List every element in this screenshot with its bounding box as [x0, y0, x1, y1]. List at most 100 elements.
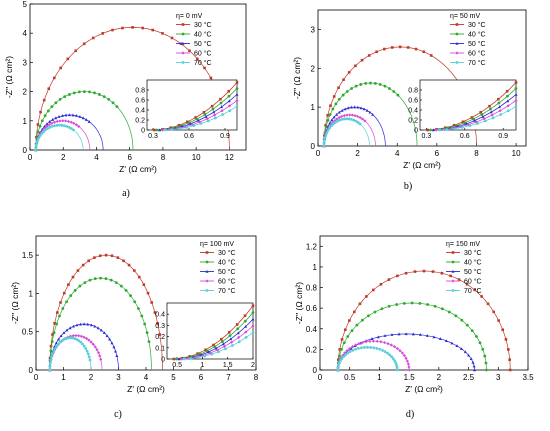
- data-point-0: [396, 274, 399, 278]
- legend-entry: 40 °C: [218, 259, 236, 267]
- data-point-1: [426, 303, 429, 306]
- legend-title: η= 0 mV: [176, 13, 203, 20]
- data-point-4: [324, 133, 328, 137]
- data-point-1: [454, 314, 458, 318]
- x-tick-label: 0.5: [344, 373, 356, 382]
- data-point-inset-1: [205, 349, 209, 353]
- data-point-0: [354, 64, 357, 68]
- data-point-4: [87, 355, 91, 359]
- inset-y-tick-label: 0.8: [135, 88, 145, 95]
- data-point-inset-0: [172, 357, 176, 361]
- data-point-2: [82, 322, 86, 326]
- data-point-3: [375, 339, 379, 343]
- data-point-1: [50, 105, 54, 109]
- plot-frame: [319, 235, 529, 371]
- data-point-inset-0: [220, 337, 223, 341]
- data-point-inset-0: [497, 97, 500, 101]
- data-point-1: [481, 347, 485, 351]
- y-tick-label: 1: [23, 117, 28, 126]
- data-point-inset-0: [227, 90, 231, 93]
- data-point-4: [60, 339, 64, 343]
- fit-line-2: [337, 333, 475, 371]
- data-point-inset-4: [499, 113, 503, 116]
- data-point-1: [342, 341, 346, 345]
- data-point-1: [359, 83, 363, 86]
- data-point-3: [95, 348, 99, 352]
- data-point-inset-1: [155, 128, 159, 132]
- data-point-3: [364, 340, 368, 344]
- data-point-0: [133, 269, 136, 272]
- data-point-3: [64, 119, 68, 123]
- data-point-4: [395, 366, 399, 370]
- data-point-4: [40, 131, 44, 135]
- data-point-1: [440, 307, 444, 311]
- data-point-4: [56, 342, 60, 346]
- data-point-1: [104, 277, 108, 281]
- data-point-0: [404, 271, 408, 275]
- data-point-legend-3: [451, 279, 455, 283]
- data-point-0: [111, 28, 114, 32]
- data-point-1: [93, 91, 96, 95]
- data-point-3: [371, 339, 376, 343]
- data-point-legend-2: [181, 41, 185, 45]
- data-point-inset-4: [185, 125, 189, 129]
- data-point-4: [46, 127, 50, 130]
- data-point-4: [50, 124, 54, 128]
- data-point-inset-2: [235, 92, 239, 96]
- data-point-1: [129, 294, 132, 298]
- data-point-1: [470, 329, 474, 333]
- data-point-0: [504, 338, 508, 341]
- data-point-3: [405, 359, 409, 363]
- data-point-2: [455, 344, 459, 348]
- y-tick-label: 3: [311, 25, 316, 34]
- data-point-3: [360, 340, 365, 345]
- data-point-inset-3: [160, 128, 164, 132]
- legend-entry: 70 °C: [194, 59, 212, 67]
- data-point-inset-1: [506, 94, 509, 98]
- inset-x-tick-label: 1.5: [223, 362, 233, 369]
- data-point-inset-0: [444, 126, 447, 129]
- data-point-inset-4: [476, 122, 479, 125]
- data-point-2: [93, 324, 97, 328]
- data-point-1: [83, 90, 86, 93]
- data-point-3: [350, 113, 354, 117]
- data-point-inset-1: [463, 121, 467, 125]
- data-point-1: [387, 304, 391, 308]
- data-point-2: [96, 326, 100, 330]
- data-point-0: [71, 275, 75, 279]
- data-point-0: [449, 274, 452, 278]
- x-tick-label: 7: [226, 373, 231, 382]
- data-point-inset-4: [203, 354, 207, 358]
- data-point-inset-2: [489, 110, 493, 114]
- data-point-0: [151, 28, 155, 32]
- data-point-1: [373, 81, 377, 85]
- data-point-1: [73, 289, 77, 292]
- data-point-0: [372, 288, 375, 292]
- data-point-2: [432, 335, 436, 339]
- data-point-3: [47, 123, 51, 127]
- data-point-0: [82, 42, 86, 46]
- fit-line-0: [49, 254, 163, 371]
- data-point-2: [330, 118, 334, 122]
- data-point-3: [69, 120, 73, 124]
- x-axis-label: Z' (Ω cm²): [405, 384, 443, 394]
- data-point-4: [342, 355, 345, 359]
- data-point-inset-1: [251, 311, 255, 314]
- data-point-0: [348, 319, 351, 322]
- data-point-0: [398, 45, 402, 49]
- data-point-inset-4: [453, 127, 456, 131]
- x-tick-label: 3.5: [522, 373, 534, 382]
- data-point-0: [53, 321, 56, 325]
- data-point-2: [57, 337, 61, 341]
- data-point-4: [82, 344, 86, 348]
- data-point-3: [77, 334, 81, 338]
- data-point-4: [393, 359, 397, 363]
- data-point-3: [52, 120, 57, 124]
- data-point-2: [335, 112, 339, 116]
- data-point-0: [161, 32, 164, 35]
- data-point-4: [36, 138, 40, 142]
- data-point-0: [188, 49, 191, 53]
- data-point-0: [508, 358, 511, 361]
- y-tick-label: 1: [311, 103, 316, 112]
- inset-y-tick-label: 0.6: [135, 98, 145, 105]
